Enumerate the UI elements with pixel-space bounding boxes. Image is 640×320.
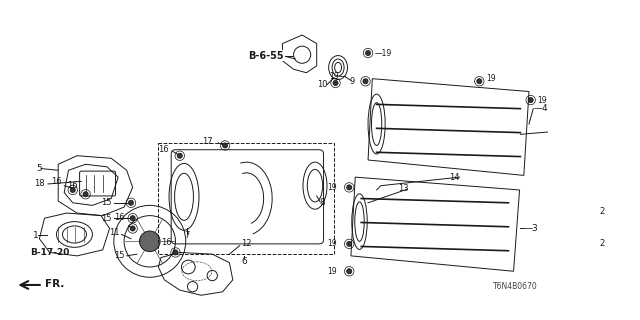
Circle shape [365,51,371,56]
Text: 15: 15 [114,252,124,260]
Text: 6: 6 [241,257,247,266]
Text: 11: 11 [109,228,120,237]
Text: —19: —19 [375,49,392,58]
Circle shape [333,80,338,85]
Circle shape [347,241,352,246]
Circle shape [528,98,533,103]
Circle shape [477,79,482,84]
Text: 15: 15 [100,198,111,207]
Text: 16: 16 [67,181,78,190]
Text: 14: 14 [449,172,460,182]
Text: 19: 19 [538,96,547,105]
Text: 19: 19 [328,239,337,248]
Text: 16: 16 [158,145,168,154]
Text: 19: 19 [328,183,337,192]
Text: 2: 2 [599,239,604,248]
Circle shape [129,200,134,205]
Circle shape [140,231,160,252]
Circle shape [363,79,368,84]
Text: FR.: FR. [45,279,65,289]
Text: 5: 5 [36,164,42,173]
Text: 19: 19 [328,267,337,276]
Text: 19: 19 [486,74,496,83]
Text: 8: 8 [319,198,325,207]
Text: 16: 16 [51,177,61,186]
Circle shape [347,269,352,274]
Text: 13: 13 [398,184,408,193]
Text: 2: 2 [599,207,604,216]
Text: T6N4B0670: T6N4B0670 [493,282,538,291]
Text: 9: 9 [349,77,355,86]
Circle shape [130,226,135,231]
Text: 1: 1 [33,231,38,240]
Text: 12: 12 [241,239,252,248]
Circle shape [173,250,178,255]
Circle shape [70,188,76,193]
Text: 15: 15 [100,214,111,223]
Circle shape [223,143,228,148]
Text: 10: 10 [317,80,327,89]
Text: —4: —4 [533,104,548,113]
Circle shape [347,185,352,190]
Text: —3: —3 [524,224,539,233]
Text: B-6-55: B-6-55 [248,51,284,60]
Circle shape [130,216,135,221]
Circle shape [83,192,88,197]
Text: 7: 7 [184,231,189,240]
Text: 19—: 19— [330,72,347,82]
Text: 17: 17 [202,137,212,146]
Text: 16: 16 [161,238,172,247]
Text: 18: 18 [34,180,45,188]
Text: 16: 16 [115,213,125,222]
Text: B-17-20: B-17-20 [30,248,69,257]
Circle shape [177,153,182,158]
